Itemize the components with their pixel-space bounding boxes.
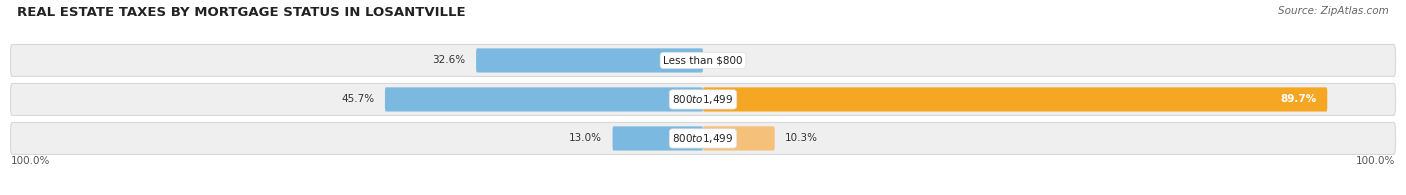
Text: Source: ZipAtlas.com: Source: ZipAtlas.com xyxy=(1278,6,1389,16)
FancyBboxPatch shape xyxy=(613,126,703,151)
Text: $800 to $1,499: $800 to $1,499 xyxy=(672,132,734,145)
Text: 13.0%: 13.0% xyxy=(569,133,602,144)
Text: $800 to $1,499: $800 to $1,499 xyxy=(672,93,734,106)
Text: 100.0%: 100.0% xyxy=(1357,156,1396,166)
Text: 45.7%: 45.7% xyxy=(342,94,374,105)
FancyBboxPatch shape xyxy=(385,87,703,112)
Text: 10.3%: 10.3% xyxy=(785,133,818,144)
Text: REAL ESTATE TAXES BY MORTGAGE STATUS IN LOSANTVILLE: REAL ESTATE TAXES BY MORTGAGE STATUS IN … xyxy=(17,6,465,19)
FancyBboxPatch shape xyxy=(703,87,1327,112)
FancyBboxPatch shape xyxy=(10,83,1396,115)
Text: 100.0%: 100.0% xyxy=(10,156,49,166)
FancyBboxPatch shape xyxy=(10,122,1396,154)
Text: 0.0%: 0.0% xyxy=(713,55,740,66)
Text: 32.6%: 32.6% xyxy=(433,55,465,66)
Text: 89.7%: 89.7% xyxy=(1281,94,1317,105)
FancyBboxPatch shape xyxy=(703,126,775,151)
FancyBboxPatch shape xyxy=(477,48,703,73)
Text: Less than $800: Less than $800 xyxy=(664,55,742,66)
FancyBboxPatch shape xyxy=(10,44,1396,76)
